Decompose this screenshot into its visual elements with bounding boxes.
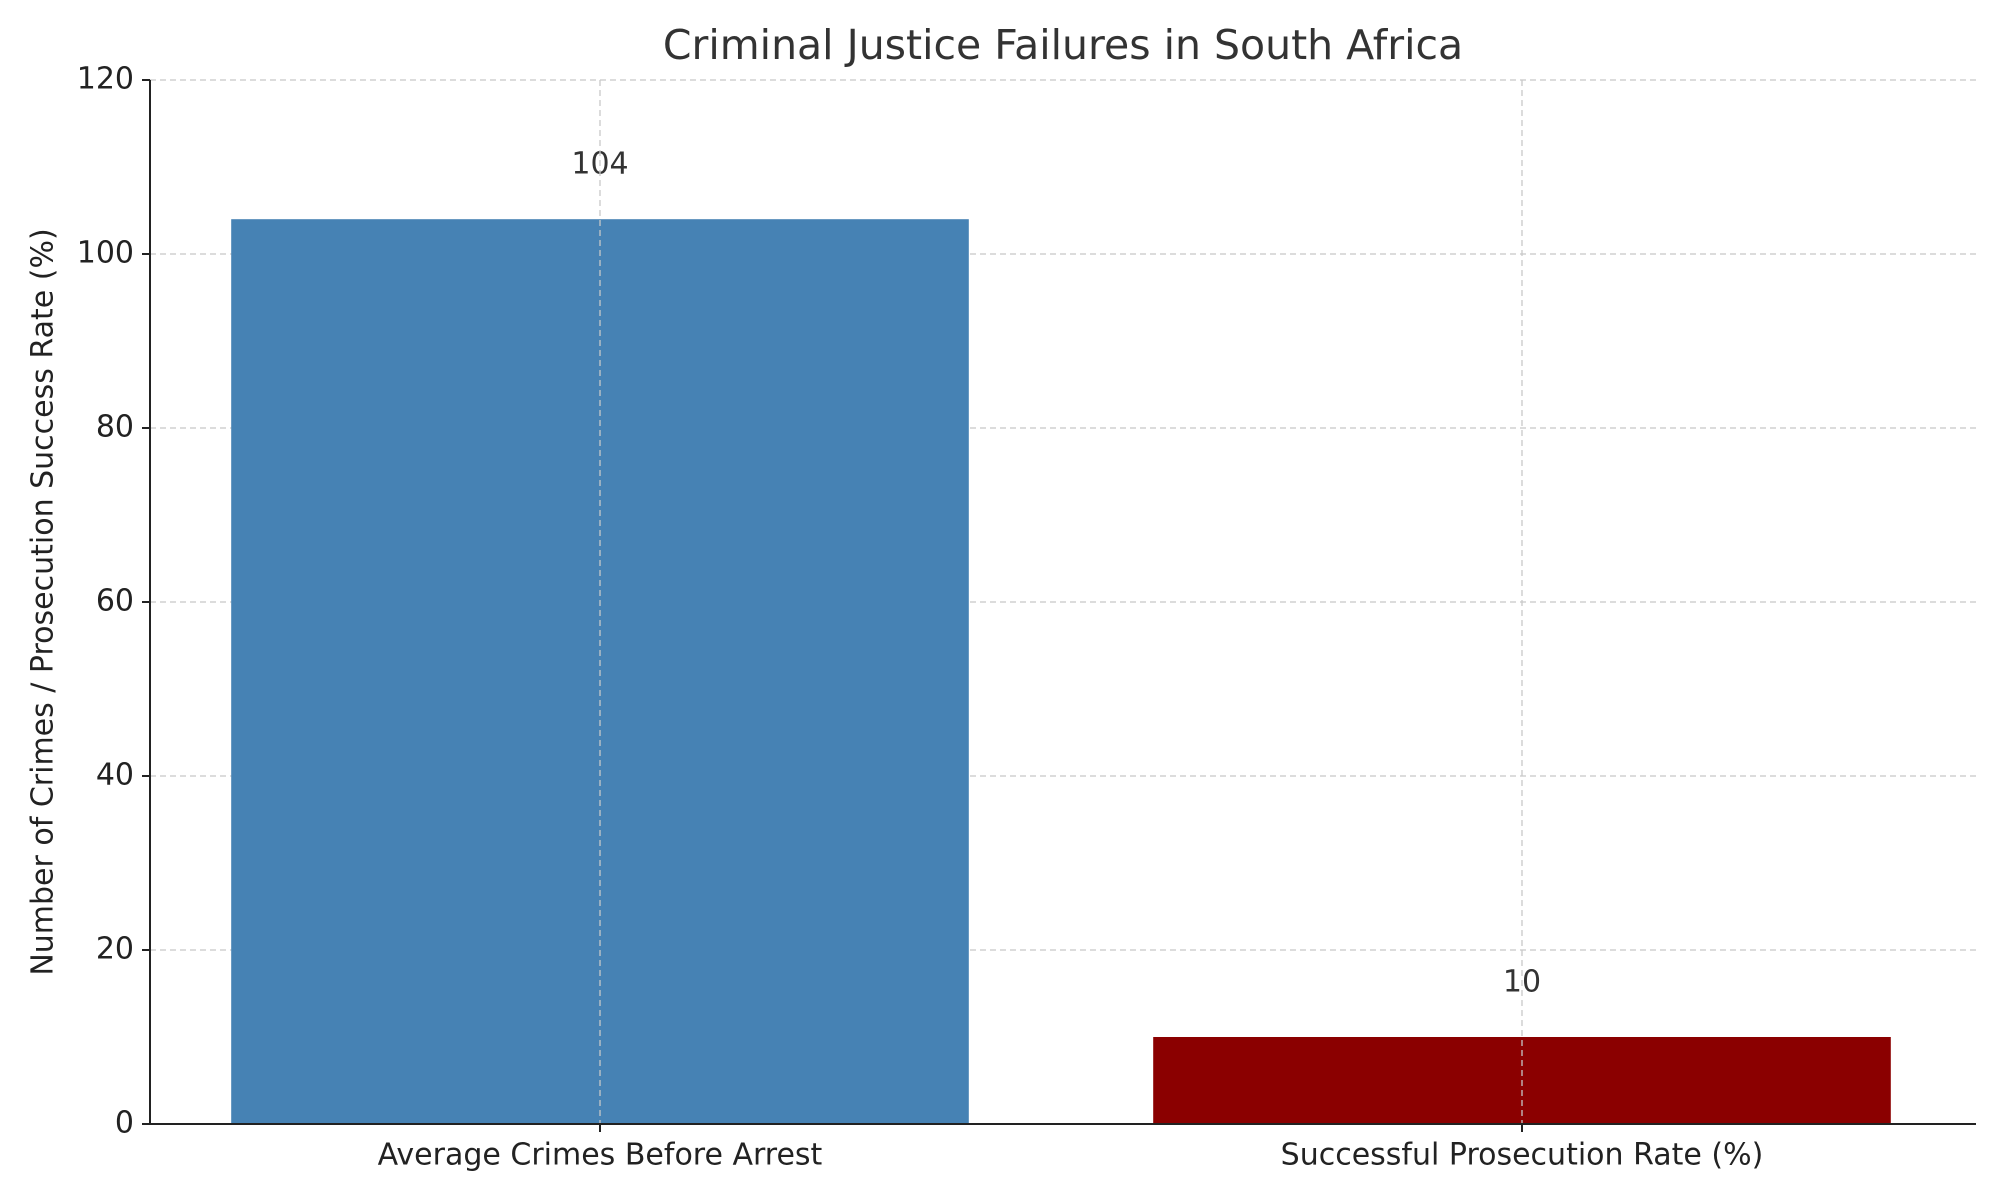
y-axis-label: Number of Crimes / Prosecution Success R… bbox=[26, 228, 61, 975]
x-tick-label: Successful Prosecution Rate (%) bbox=[1281, 1138, 1764, 1173]
y-tick-label: 0 bbox=[115, 1106, 134, 1141]
y-tick-label: 20 bbox=[96, 932, 134, 967]
y-tick-label: 80 bbox=[96, 410, 134, 445]
chart-title: Criminal Justice Failures in South Afric… bbox=[663, 21, 1463, 69]
y-tick-label: 100 bbox=[77, 236, 134, 271]
x-tick-label: Average Crimes Before Arrest bbox=[378, 1138, 823, 1173]
y-tick-label: 60 bbox=[96, 584, 134, 619]
y-tick-label: 40 bbox=[96, 758, 134, 793]
y-tick-label: 120 bbox=[77, 62, 134, 97]
